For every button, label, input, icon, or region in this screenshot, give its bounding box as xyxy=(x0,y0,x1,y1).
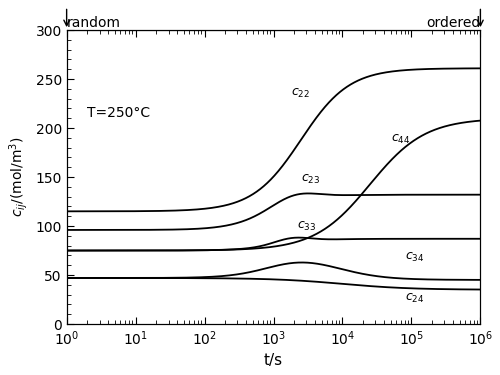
Text: ordered: ordered xyxy=(426,16,480,30)
X-axis label: t/s: t/s xyxy=(264,353,283,368)
Text: $c_{\mathrm{33}}$: $c_{\mathrm{33}}$ xyxy=(297,219,316,232)
Y-axis label: $c_{ij}$/(mol/m$^3$): $c_{ij}$/(mol/m$^3$) xyxy=(7,137,30,217)
Text: $c_{\mathrm{24}}$: $c_{\mathrm{24}}$ xyxy=(405,292,424,305)
Text: $c_{\mathrm{44}}$: $c_{\mathrm{44}}$ xyxy=(390,133,410,146)
Text: $c_{\mathrm{22}}$: $c_{\mathrm{22}}$ xyxy=(291,87,310,100)
Text: T=250°C: T=250°C xyxy=(88,106,150,120)
Text: random: random xyxy=(66,16,120,30)
Text: $c_{\mathrm{23}}$: $c_{\mathrm{23}}$ xyxy=(301,172,320,186)
Text: $c_{\mathrm{34}}$: $c_{\mathrm{34}}$ xyxy=(405,251,424,264)
